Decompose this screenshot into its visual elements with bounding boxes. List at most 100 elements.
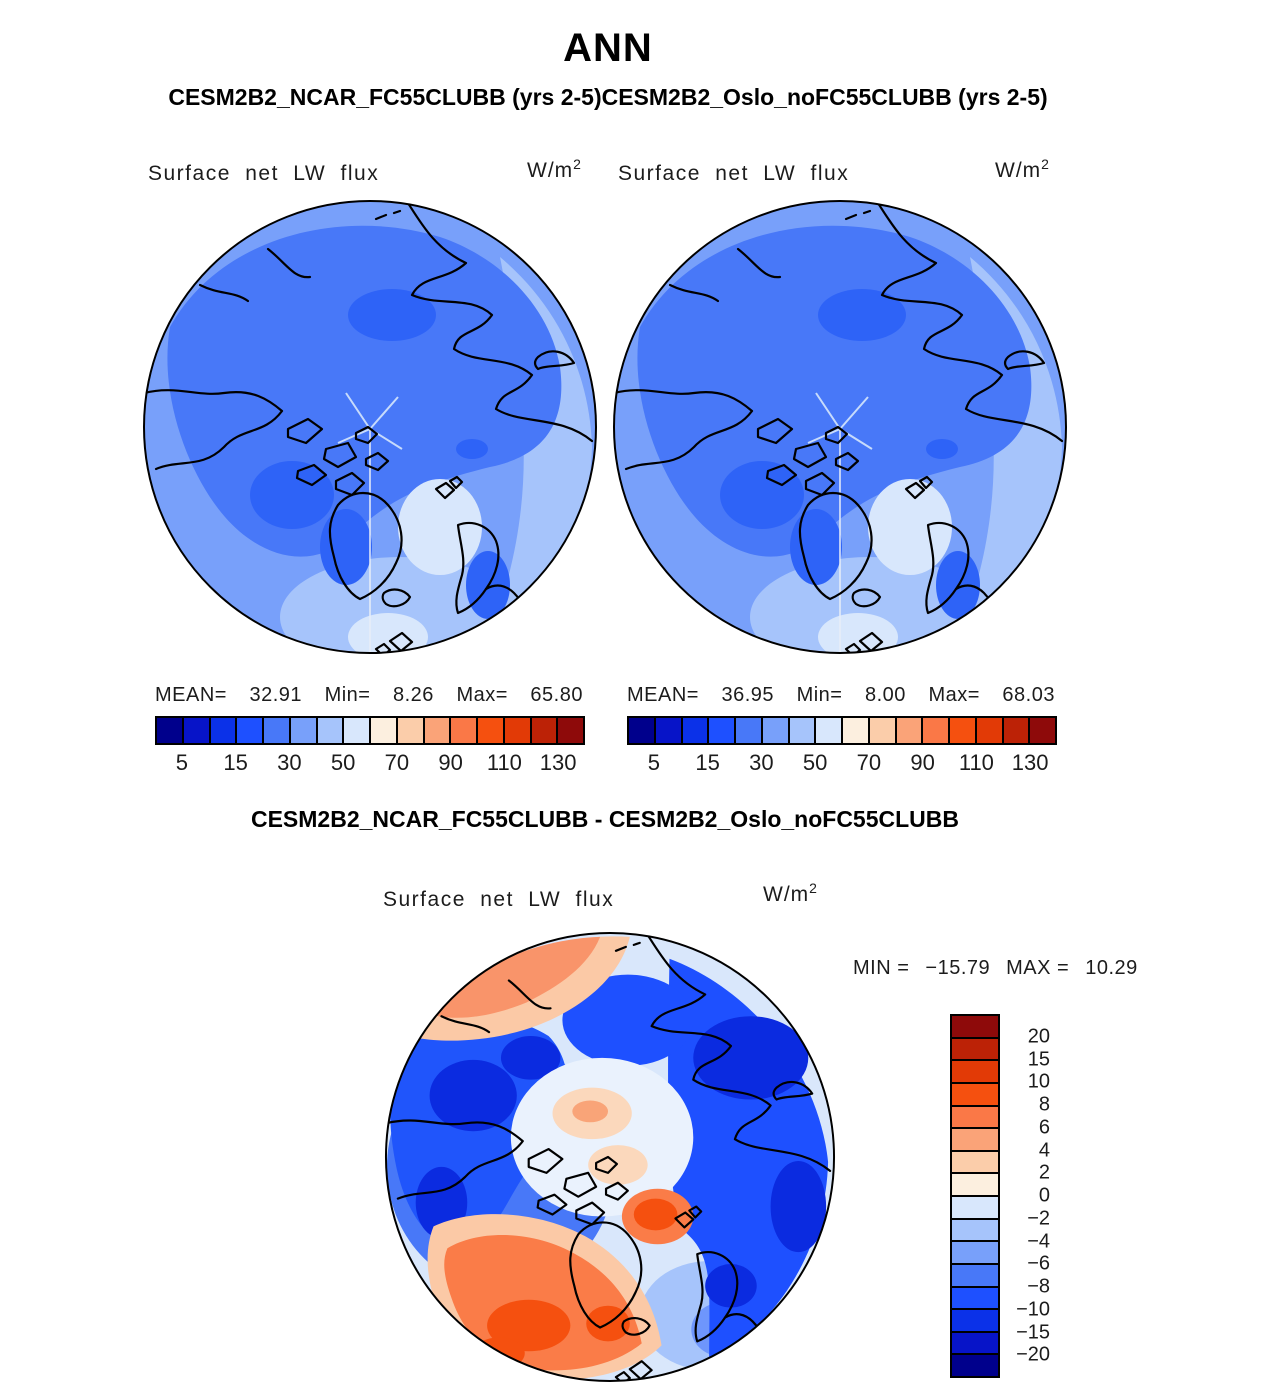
colorbar-segment <box>952 1104 998 1128</box>
colorbar-segment <box>952 1059 998 1082</box>
colorbar-tick-label: 5 <box>647 750 660 775</box>
right-map-field-label: Surface net LW flux <box>618 162 850 185</box>
colorbar-tick-label: 50 <box>330 750 356 775</box>
colorbar-tick-label: 130 <box>539 750 577 775</box>
colorbar-segment <box>502 718 530 743</box>
colorbar-segment <box>787 718 815 743</box>
colorbar-segment <box>974 718 1002 743</box>
colorbar-segment <box>841 718 868 743</box>
colorbar-segment <box>208 718 236 743</box>
max-value: 68.03 <box>1002 684 1055 706</box>
diff-colorbar-ticks: 20 15 10 8 6 4 2 0 −2 −4 −6 −8 −10 −15 −20 <box>1006 1014 1050 1378</box>
colorbar-segment <box>952 1240 998 1263</box>
colorbar-segment <box>952 1217 998 1241</box>
colorbar-tick-label: −10 <box>1016 1298 1050 1321</box>
diff-map-units-label: W/m2 <box>763 880 818 907</box>
diff-min-value: −15.79 <box>925 957 991 979</box>
min-label: Min= <box>796 684 843 706</box>
colorbar-tick-label: 90 <box>438 750 463 775</box>
mean-value: 32.91 <box>249 684 303 706</box>
colorbar-tick-label: −15 <box>1016 1321 1050 1343</box>
colorbar-segment <box>369 718 396 743</box>
colorbar-segment <box>921 718 948 743</box>
left-map-units-label: W/m2 <box>527 156 582 183</box>
colorbar-tick-label: 50 <box>802 750 828 775</box>
right-polar-map <box>613 200 1067 654</box>
colorbar-tick-label: 5 <box>175 750 188 775</box>
colorbar-segment <box>952 1016 998 1037</box>
colorbar-segment <box>342 718 369 743</box>
colorbar-segment <box>952 1127 998 1150</box>
season-title: ANN <box>563 26 653 70</box>
colorbar-segment <box>157 718 182 743</box>
max-label: Max= <box>928 684 980 706</box>
left-polar-map <box>143 200 597 654</box>
right-units-base: W/m <box>995 159 1042 182</box>
mean-value: 36.95 <box>721 684 775 706</box>
colorbar-segment <box>952 1285 998 1309</box>
colorbar-segment <box>952 1149 998 1173</box>
left-units-exponent: 2 <box>573 156 582 172</box>
right-map-units-label: W/m2 <box>995 156 1050 183</box>
colorbar-segment <box>952 1353 998 1376</box>
colorbar-tick-label: 20 <box>1027 1025 1050 1048</box>
right-units-exponent: 2 <box>1041 156 1050 172</box>
colorbar-segment <box>422 718 450 743</box>
colorbar-segment <box>181 718 209 743</box>
colorbar-tick-label: 2 <box>1038 1161 1050 1184</box>
colorbar-tick-label: 8 <box>1038 1093 1050 1116</box>
colorbar-tick-label: 70 <box>384 750 410 775</box>
colorbar-segment <box>1001 718 1029 743</box>
colorbar-tick-label: 15 <box>695 750 720 775</box>
left-map-field-label: Surface net LW flux <box>148 162 380 185</box>
min-value: 8.00 <box>864 684 906 706</box>
colorbar-tick-label: 110 <box>958 750 994 775</box>
colorbar-tick-label: 70 <box>856 750 882 775</box>
colorbar-segment <box>952 1081 998 1105</box>
right-colorbar-ticks: 5 15 30 50 70 90 110 130 <box>627 750 1057 776</box>
colorbar-tick-label: 30 <box>277 750 302 775</box>
colorbar-segment <box>760 718 788 743</box>
colorbar-segment <box>653 718 681 743</box>
left-colorbar <box>155 716 585 745</box>
diff-minmax: MIN = −15.79 MAX = 10.29 <box>853 957 1138 980</box>
colorbar-tick-label: −20 <box>1016 1343 1050 1366</box>
colorbar-segment <box>952 1195 998 1218</box>
left-map-stats: MEAN= 32.91 Min= 8.26 Max= 65.80 <box>155 684 583 707</box>
runs-subtitle: CESM2B2_NCAR_FC55CLUBB (yrs 2-5)CESM2B2_… <box>168 84 1048 110</box>
colorbar-tick-label: 15 <box>1027 1048 1050 1070</box>
diff-map-field-label: Surface net LW flux <box>383 888 615 911</box>
diff-colorbar <box>950 1014 1000 1378</box>
colorbar-segment <box>235 718 262 743</box>
colorbar-tick-label: 0 <box>1038 1184 1050 1207</box>
min-value: 8.26 <box>392 684 434 706</box>
colorbar-segment <box>680 718 708 743</box>
colorbar-segment <box>734 718 761 743</box>
colorbar-segment <box>629 718 654 743</box>
diff-max-label: MAX = <box>1006 957 1070 979</box>
mean-label: MEAN= <box>627 684 699 706</box>
colorbar-tick-label: −8 <box>1027 1275 1050 1298</box>
colorbar-segment <box>948 718 975 743</box>
diff-units-exponent: 2 <box>809 880 818 896</box>
colorbar-segment <box>476 718 503 743</box>
colorbar-segment <box>288 718 316 743</box>
colorbar-segment <box>1028 718 1055 743</box>
right-colorbar <box>627 716 1057 745</box>
colorbar-segment <box>952 1330 998 1354</box>
max-value: 65.80 <box>530 684 583 706</box>
left-units-base: W/m <box>527 159 574 182</box>
difference-polar-map <box>384 931 836 1383</box>
colorbar-tick-label: 110 <box>486 750 522 775</box>
difference-title: CESM2B2_NCAR_FC55CLUBB - CESM2B2_Oslo_no… <box>250 806 959 832</box>
colorbar-segment <box>952 1262 998 1286</box>
colorbar-segment <box>867 718 895 743</box>
min-label: Min= <box>324 684 371 706</box>
diff-min-label: MIN = <box>853 957 910 979</box>
colorbar-tick-label: −4 <box>1027 1230 1050 1252</box>
colorbar-segment <box>315 718 343 743</box>
colorbar-tick-label: −6 <box>1027 1252 1050 1275</box>
colorbar-tick-label: 90 <box>910 750 935 775</box>
colorbar-segment <box>395 718 423 743</box>
